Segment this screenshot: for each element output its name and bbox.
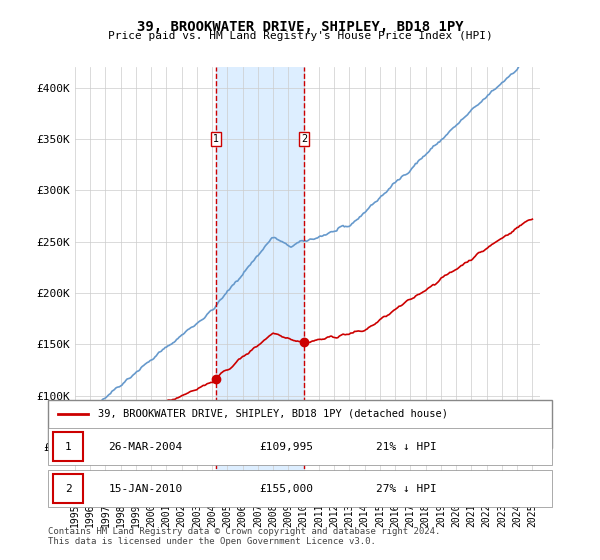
Text: Contains HM Land Registry data © Crown copyright and database right 2024.
This d: Contains HM Land Registry data © Crown c… bbox=[48, 526, 440, 546]
Text: 39, BROOKWATER DRIVE, SHIPLEY, BD18 1PY: 39, BROOKWATER DRIVE, SHIPLEY, BD18 1PY bbox=[137, 20, 463, 34]
Text: 21% ↓ HPI: 21% ↓ HPI bbox=[376, 442, 436, 451]
Text: 2: 2 bbox=[65, 484, 71, 493]
Text: 26-MAR-2004: 26-MAR-2004 bbox=[109, 442, 183, 451]
Text: Price paid vs. HM Land Registry's House Price Index (HPI): Price paid vs. HM Land Registry's House … bbox=[107, 31, 493, 41]
FancyBboxPatch shape bbox=[48, 470, 552, 507]
FancyBboxPatch shape bbox=[48, 400, 552, 448]
FancyBboxPatch shape bbox=[48, 428, 552, 465]
Text: £155,000: £155,000 bbox=[260, 484, 314, 493]
FancyBboxPatch shape bbox=[53, 474, 83, 503]
FancyBboxPatch shape bbox=[53, 432, 83, 461]
Text: 2: 2 bbox=[301, 134, 307, 144]
Text: 27% ↓ HPI: 27% ↓ HPI bbox=[376, 484, 436, 493]
Text: HPI: Average price, detached house, Bradford: HPI: Average price, detached house, Brad… bbox=[98, 430, 373, 440]
Text: 15-JAN-2010: 15-JAN-2010 bbox=[109, 484, 183, 493]
Text: 1: 1 bbox=[65, 442, 71, 451]
Bar bbox=[216, 67, 304, 498]
Text: £109,995: £109,995 bbox=[260, 442, 314, 451]
Text: 1: 1 bbox=[212, 134, 219, 144]
Text: 39, BROOKWATER DRIVE, SHIPLEY, BD18 1PY (detached house): 39, BROOKWATER DRIVE, SHIPLEY, BD18 1PY … bbox=[98, 409, 448, 419]
